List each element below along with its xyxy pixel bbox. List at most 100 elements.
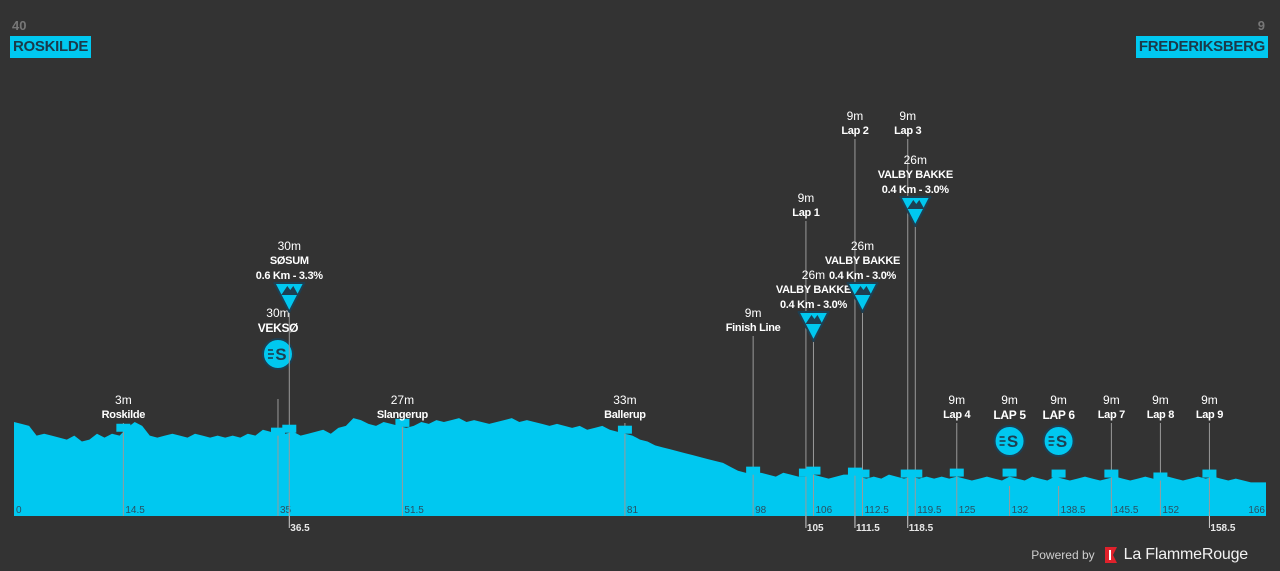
marker-climb-detail: 0.4 Km - 3.0% <box>882 184 950 196</box>
climb-icon-mountain <box>907 200 925 209</box>
start-altitude: 40 <box>12 18 27 33</box>
sprint-icon-letter: S <box>1007 432 1018 451</box>
climb-icon <box>797 311 830 342</box>
marker-altitude: 3m <box>115 393 132 407</box>
marker-bump <box>1051 469 1066 478</box>
marker-name: VALBY BAKKE <box>776 284 851 296</box>
marker-name: Lap 4 <box>943 409 971 421</box>
marker-name: Lap 9 <box>1196 409 1223 421</box>
km-label: 166 <box>1248 505 1265 516</box>
sprint-icon <box>1042 425 1075 457</box>
marker-name: Lap 7 <box>1098 409 1125 421</box>
climb-icon-mountain <box>854 286 872 295</box>
marker-bump <box>282 424 297 433</box>
marker-altitude: 26m <box>904 153 927 167</box>
km-label: 119.5 <box>917 505 942 516</box>
brand-name[interactable]: La FlammeRouge <box>1123 546 1249 563</box>
marker-altitude: 26m <box>802 268 825 282</box>
marker-altitude: 9m <box>1103 393 1120 407</box>
marker-name: VALBY BAKKE <box>825 255 900 267</box>
marker-bump <box>798 468 813 477</box>
marker-name: Lap 3 <box>894 125 921 137</box>
km-label: 14.5 <box>125 505 145 516</box>
finish-altitude: 9 <box>1257 18 1265 33</box>
marker-bump <box>847 467 862 476</box>
marker-bump <box>617 425 632 434</box>
marker-altitude: 26m <box>851 239 874 253</box>
km-label: 111.5 <box>856 523 880 534</box>
marker-bump <box>116 423 131 432</box>
marker-bump <box>1104 469 1119 478</box>
climb-icon-mountain <box>805 315 823 324</box>
km-label: 112.5 <box>864 505 889 516</box>
marker-bump <box>1202 469 1217 478</box>
marker-altitude: 9m <box>1152 393 1169 407</box>
marker-altitude: 9m <box>899 109 916 123</box>
marker-name: LAP 6 <box>1042 408 1075 422</box>
marker-name: Lap 2 <box>841 125 868 137</box>
marker-name: LAP 5 <box>993 408 1026 422</box>
km-label: 125 <box>959 505 976 516</box>
footer: Powered by La FlammeRouge <box>1031 546 1248 564</box>
marker-name: VEKSØ <box>258 321 299 335</box>
marker-bump <box>949 468 964 477</box>
marker-name: VALBY BAKKE <box>878 169 953 181</box>
climb-icon-mountain <box>281 286 299 295</box>
marker-climb-detail: 0.4 Km - 3.0% <box>780 299 848 311</box>
climb-icon <box>846 282 879 313</box>
km-label: 138.5 <box>1061 505 1086 516</box>
km-label: 106 <box>815 505 832 516</box>
climb-icon <box>273 282 306 313</box>
marker-climb-detail: 0.4 Km - 3.0% <box>829 270 897 282</box>
marker-name: Roskilde <box>102 409 146 421</box>
km-label: 118.5 <box>909 523 934 534</box>
flamme-rouge-flag-icon <box>1104 547 1117 563</box>
marker-altitude: 9m <box>847 109 864 123</box>
km-label: 0 <box>16 505 22 516</box>
marker-bump <box>746 466 761 475</box>
marker-bump <box>900 469 915 478</box>
km-label: 132 <box>1012 505 1029 516</box>
km-label: 36.5 <box>290 523 310 534</box>
sprint-icon <box>261 338 294 370</box>
km-label: 35 <box>280 505 292 516</box>
marker-bump <box>908 469 923 478</box>
sprint-icon <box>993 425 1026 457</box>
marker-bump <box>806 466 821 475</box>
marker-name: Lap 1 <box>792 207 819 219</box>
marker-altitude: 9m <box>1050 393 1067 407</box>
sprint-icon-letter: S <box>275 345 286 364</box>
km-label: 158.5 <box>1210 523 1235 534</box>
marker-altitude: 30m <box>266 306 289 320</box>
km-label: 145.5 <box>1113 505 1138 516</box>
marker-name: Ballerup <box>604 409 646 421</box>
marker-name: SØSUM <box>270 255 309 267</box>
marker-bump <box>395 418 410 427</box>
finish-town-badge: FREDERIKSBERG <box>1135 36 1268 58</box>
marker-altitude: 33m <box>613 393 636 407</box>
marker-name: Lap 8 <box>1147 409 1174 421</box>
marker-bump <box>270 427 285 436</box>
km-label: 81 <box>627 505 639 516</box>
marker-bump <box>1002 468 1017 477</box>
marker-altitude: 9m <box>745 306 762 320</box>
powered-by-text: Powered by <box>1031 548 1095 562</box>
marker-altitude: 9m <box>948 393 965 407</box>
marker-altitude: 9m <box>798 191 815 205</box>
marker-bump <box>1153 472 1168 481</box>
marker-altitude: 9m <box>1001 393 1018 407</box>
start-town-badge: ROSKILDE <box>10 36 92 58</box>
sprint-icon-letter: S <box>1056 432 1067 451</box>
km-label: 98 <box>755 505 767 516</box>
marker-name: Finish Line <box>726 322 781 334</box>
km-label: 51.5 <box>404 505 424 516</box>
climb-icon <box>899 196 932 227</box>
marker-altitude: 9m <box>1201 393 1218 407</box>
marker-bump <box>855 469 870 478</box>
km-label: 152 <box>1162 505 1179 516</box>
marker-climb-detail: 0.6 Km - 3.3% <box>256 270 324 282</box>
marker-altitude: 27m <box>391 393 414 407</box>
profile-area <box>14 418 1266 516</box>
